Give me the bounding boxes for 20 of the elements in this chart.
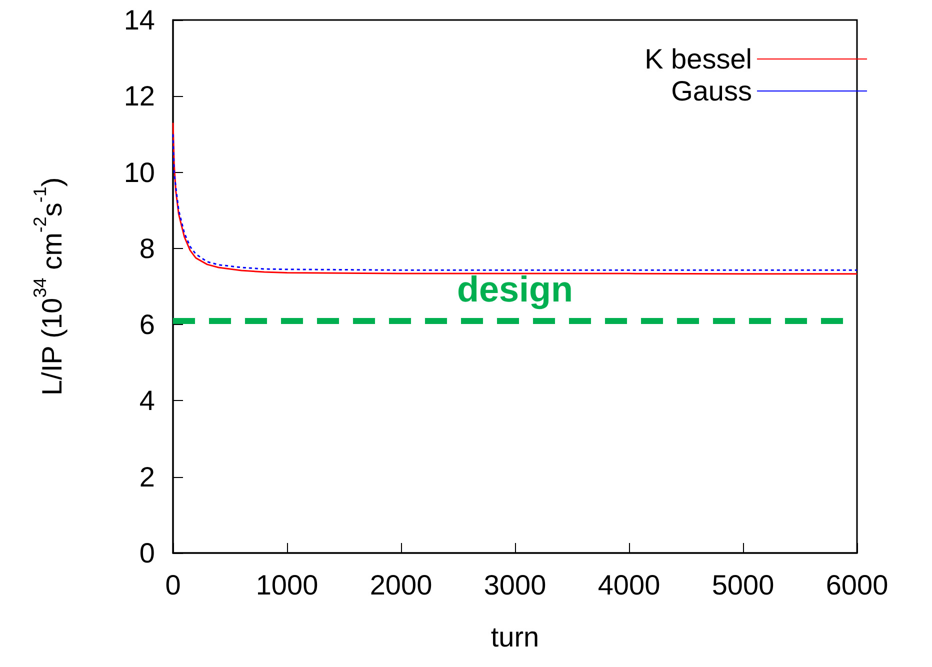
x-tick-label: 5000 [712, 570, 774, 600]
x-tick-label: 1000 [256, 570, 318, 600]
x-tick-label: 2000 [370, 570, 432, 600]
legend-label: Gauss [671, 76, 752, 106]
x-tick-label: 0 [165, 570, 181, 600]
y-tick-label: 4 [139, 385, 155, 416]
y-tick-label: 10 [124, 156, 155, 188]
y-tick-label: 2 [139, 461, 155, 492]
y-tick-label: 14 [124, 4, 155, 36]
y-tick-label: 0 [139, 538, 155, 568]
ref-line-label: design [456, 268, 574, 310]
x-tick-label: 6000 [826, 570, 888, 600]
legend-label: K bessel [644, 44, 752, 74]
y-tick-label: 8 [139, 232, 155, 264]
y-axis-title: L/IP (1034 cm-2s-1) [30, 177, 68, 396]
x-tick-label: 4000 [598, 570, 660, 600]
x-axis-title: turn [490, 622, 540, 652]
x-tick-label: 3000 [484, 570, 546, 600]
y-tick-label: 6 [139, 309, 155, 340]
y-tick-label: 12 [124, 80, 155, 112]
